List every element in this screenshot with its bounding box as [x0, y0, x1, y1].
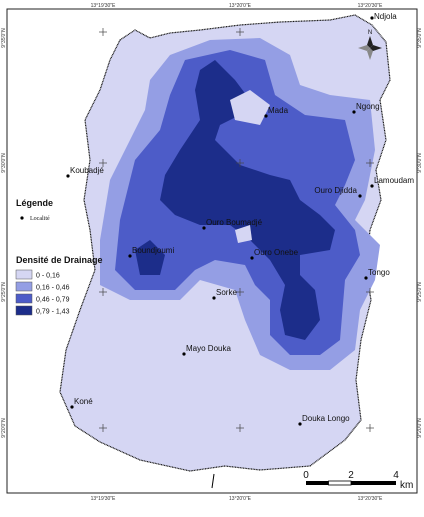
legend-swatch — [15, 293, 33, 304]
locality-point — [70, 405, 74, 409]
north-label: N — [368, 30, 372, 36]
zone-low — [235, 225, 252, 243]
scale-segment — [351, 481, 396, 485]
scale-segment — [328, 480, 352, 486]
zone-high — [160, 60, 335, 340]
right-coord-label: 9°30'0"N — [417, 153, 423, 173]
top-coord-label: 13°19'30"E — [91, 3, 116, 9]
locality-label: Koné — [74, 397, 93, 406]
scale-label: 0 — [303, 470, 309, 481]
scale-label: 2 — [348, 470, 354, 481]
legend-density-title: Densité de Drainage — [16, 255, 103, 265]
top-coord-label: 13°20'30"E — [358, 3, 383, 9]
locality-point — [202, 226, 206, 230]
localities: Ndjola Mada Ngong Koubadjé Ouro Djidda Lamoud… — [66, 12, 414, 426]
density-zones — [59, 14, 391, 472]
graticule — [99, 28, 374, 432]
bottom-coord-label: 13°20'30"E — [358, 496, 383, 502]
scale-unit: km — [400, 480, 413, 491]
legend-label: 0,79 - 1,43 — [36, 309, 70, 316]
left-coord-label: 9°25'0"N — [1, 282, 7, 302]
locality-point — [212, 296, 216, 300]
locality-point — [358, 194, 362, 198]
locality-label: Ouro Boumadjé — [206, 218, 263, 227]
scale-segment — [306, 481, 329, 485]
locality-point — [182, 352, 186, 356]
locality-label: Lamoudam — [374, 176, 414, 185]
locality-label: Douka Longo — [302, 414, 350, 423]
locality-point — [264, 114, 268, 118]
locality-point — [364, 276, 368, 280]
legend-swatch — [15, 281, 33, 292]
legend-title: Légende — [16, 198, 53, 208]
left-coord-label: 9°35'0"N — [1, 28, 7, 48]
locality-point — [370, 16, 374, 20]
left-coord-label: 9°30'0"N — [1, 153, 7, 173]
scale-label: 4 — [393, 470, 399, 481]
locality-point — [250, 256, 254, 260]
locality-point — [352, 110, 356, 114]
tick — [211, 473, 215, 489]
legend-label: 0 - 0,16 — [36, 273, 60, 280]
locality-label: Mada — [268, 106, 289, 115]
right-coord-label: 9°25'0"N — [417, 282, 423, 302]
locality-label: Ndjola — [374, 12, 397, 21]
locality-point — [298, 422, 302, 426]
bottom-coord-label: 13°20'0"E — [229, 496, 252, 502]
locality-label: Ouro Onebe — [254, 248, 299, 257]
locality-label: Boundjoumi — [132, 246, 174, 255]
legend-swatch — [15, 269, 33, 280]
legend-label: 0,16 - 0,46 — [36, 285, 70, 292]
locality-label: Koubadjé — [70, 166, 104, 175]
locality-point — [370, 184, 374, 188]
bottom-coord-label: 13°19'30"E — [91, 496, 116, 502]
scale-bar: 0 2 4km — [303, 470, 413, 491]
locality-point — [128, 254, 132, 258]
locality-label: Tongo — [368, 268, 390, 277]
zone-high — [135, 240, 165, 275]
locality-label: Sorke — [216, 288, 237, 297]
legend-label: 0,46 - 0,79 — [36, 297, 70, 304]
legend-point — [20, 216, 24, 220]
legend: Légende Localité Densité de Drainage 0 -… — [15, 198, 103, 316]
locality-point — [66, 174, 70, 178]
zone-low — [230, 90, 270, 125]
locality-label: Mayo Douka — [186, 344, 231, 353]
locality-label: Ngong — [356, 102, 380, 111]
north-arrow: N — [358, 30, 382, 60]
left-coord-label: 9°20'0"N — [1, 418, 7, 438]
legend-point-label: Localité — [30, 216, 50, 222]
locality-label: Ouro Djidda — [314, 186, 357, 195]
legend-swatch — [15, 305, 33, 316]
top-coord-label: 13°20'0"E — [229, 3, 252, 9]
right-coord-label: 9°35'0"N — [417, 28, 423, 48]
right-coord-label: 9°20'0"N — [417, 418, 423, 438]
